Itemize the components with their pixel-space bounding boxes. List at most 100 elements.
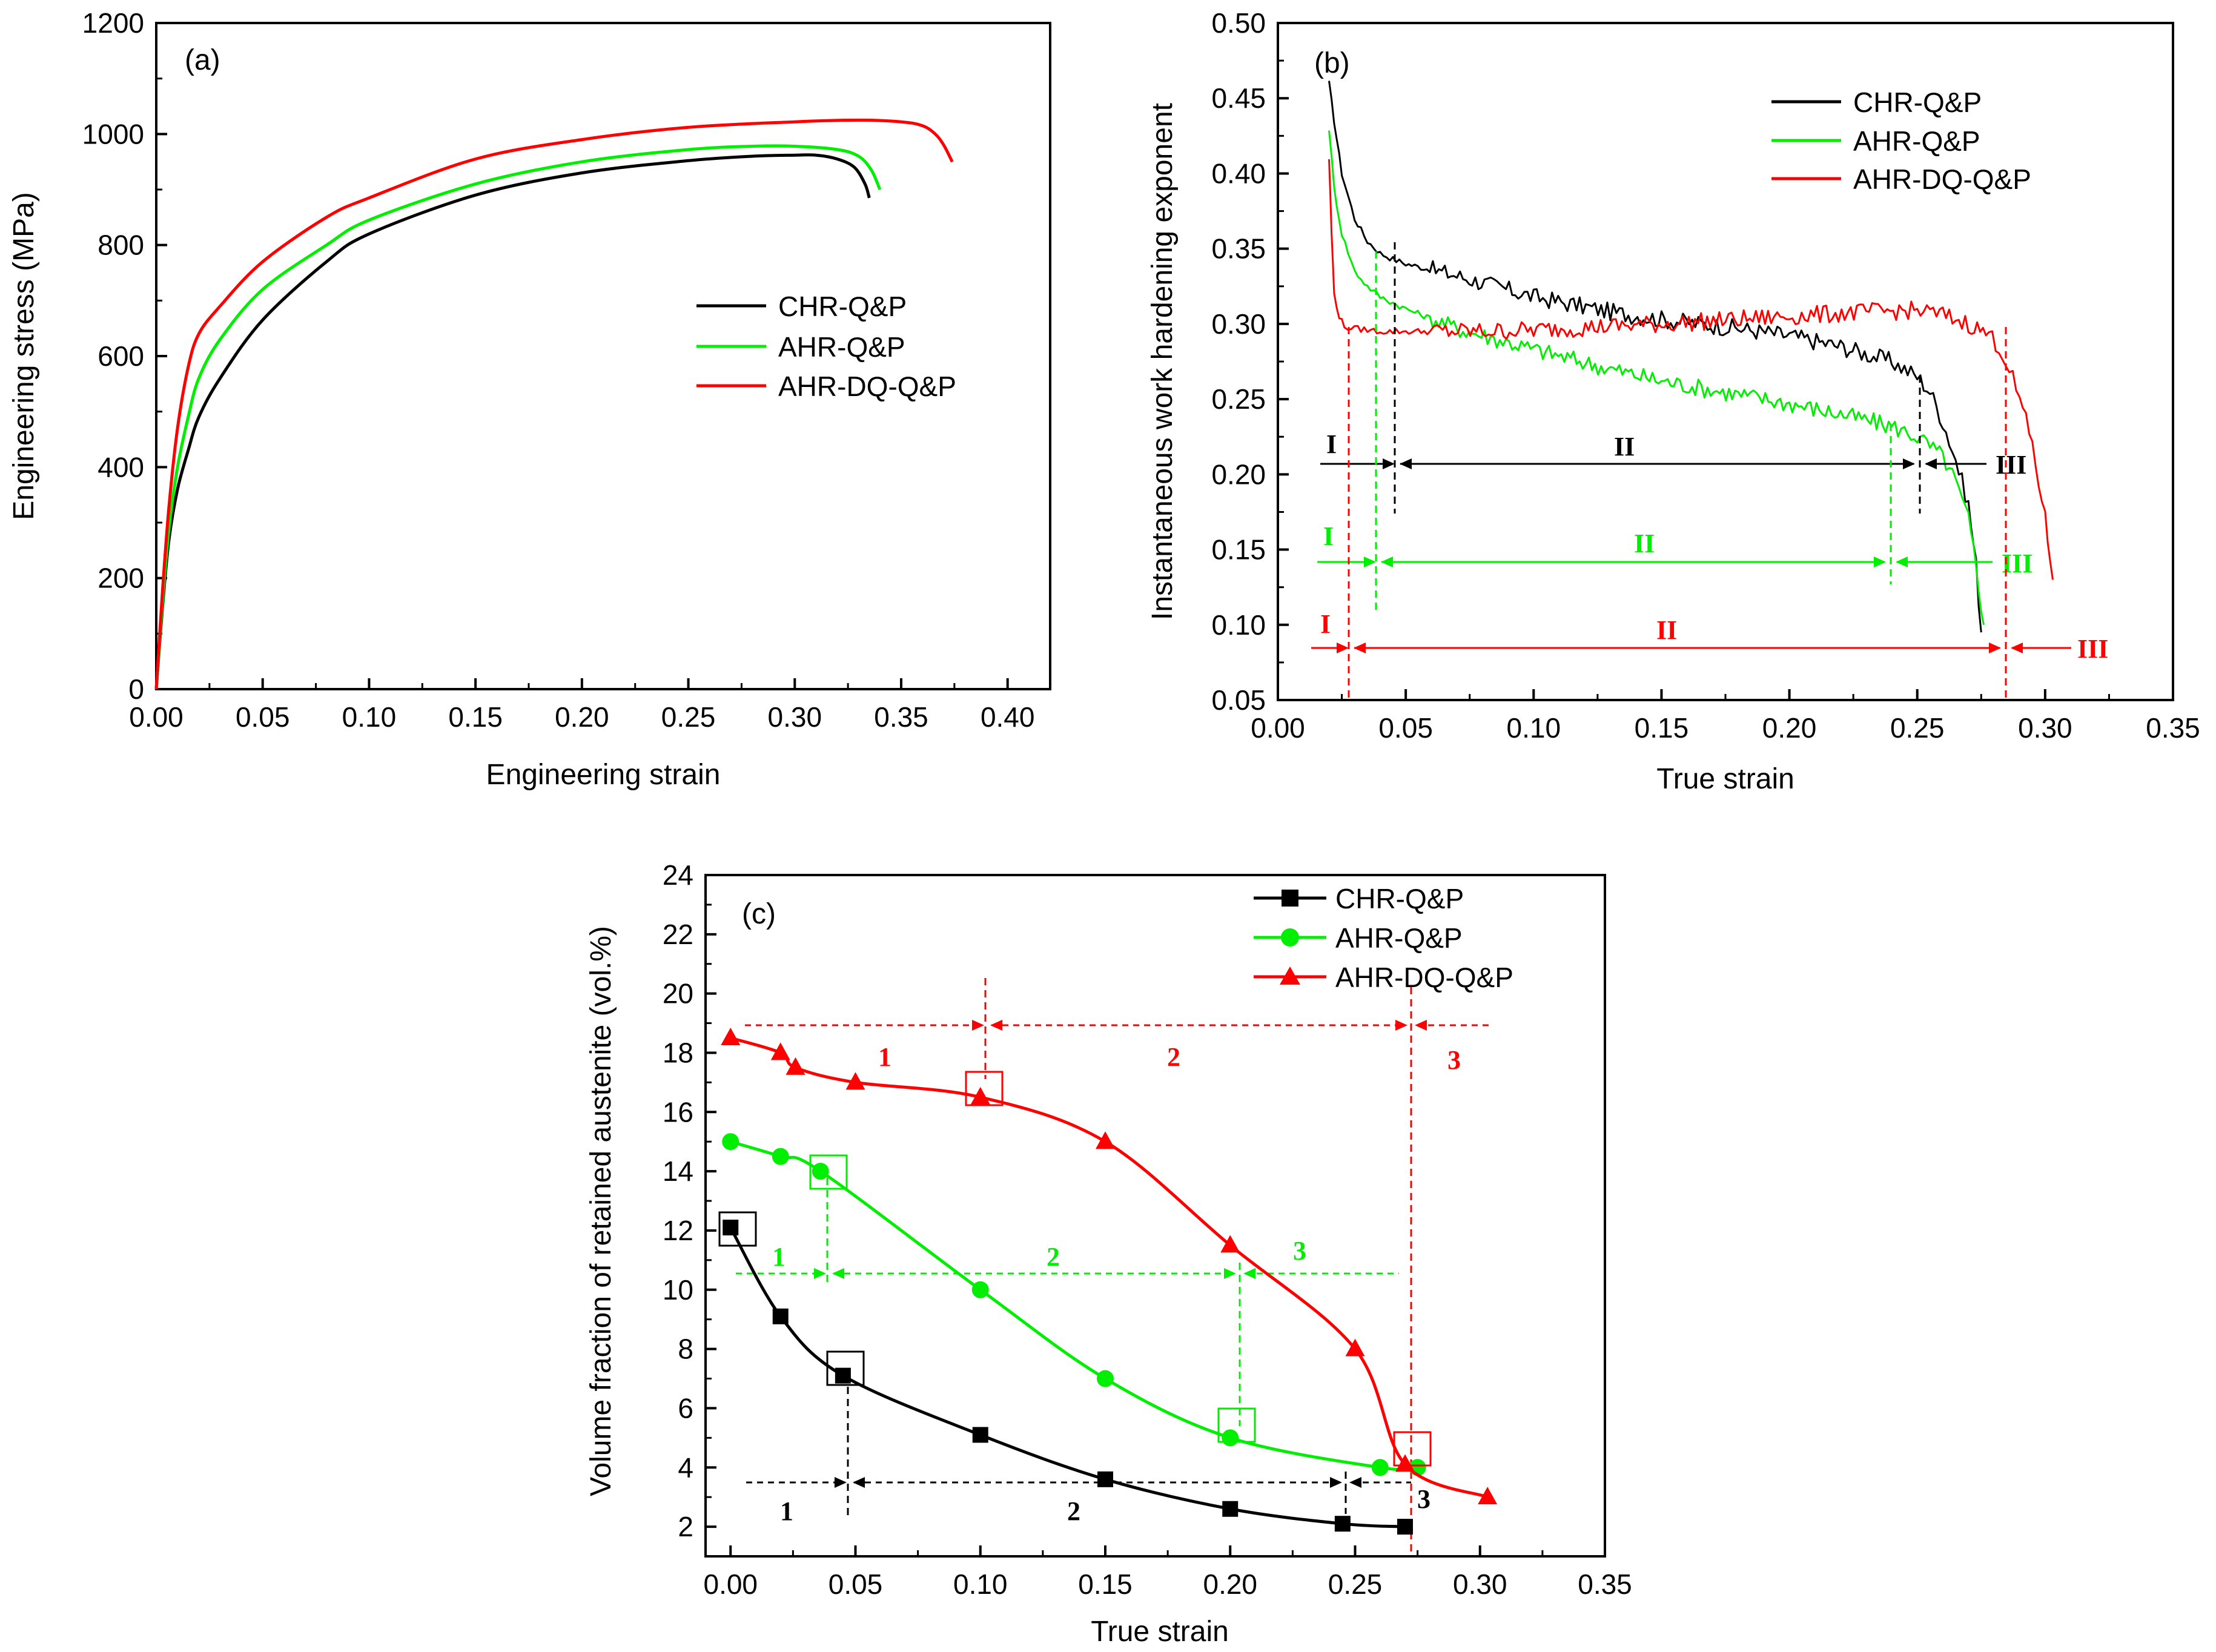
stage-arrowhead <box>990 1020 1002 1031</box>
data-point-circle <box>971 1281 989 1298</box>
data-point-square <box>1222 1501 1239 1517</box>
x-tick-label: 0.05 <box>1378 712 1433 744</box>
y-tick-label: 14 <box>663 1155 693 1187</box>
legend-marker-circle <box>1281 928 1299 947</box>
legend-label-chr: CHR-Q&P <box>778 291 907 322</box>
x-tick-label: 0.10 <box>342 701 397 733</box>
highlight-box-ahrdq <box>965 1071 1004 1106</box>
panel-a: 0.00 0.05 0.10 0.15 0.20 0.25 0.30 0.35 0.40 0 200… <box>8 7 1051 791</box>
stage-arrowhead <box>972 1020 984 1031</box>
legend-label-ahrdq: AHR-DQ-Q&P <box>778 371 956 402</box>
data-point-circle <box>1222 1429 1239 1447</box>
data-point-triangle <box>1220 1235 1240 1253</box>
panel-c-legend: CHR-Q&P AHR-Q&P AHR-DQ-Q&P <box>1254 883 1513 993</box>
stage-label-1: 1 <box>878 1042 891 1072</box>
panel-a-x-axis-label: Engineering strain <box>486 759 721 791</box>
x-tick-label: 0.20 <box>555 701 609 733</box>
data-point-circle <box>772 1148 789 1165</box>
y-tick-label: 0.05 <box>1211 684 1266 716</box>
panel-a-ticks: 0.00 0.05 0.10 0.15 0.20 0.25 0.30 0.35 0.40 0 200… <box>82 7 1035 733</box>
panel-c-label: (c) <box>742 898 776 930</box>
panel-c-plot-frame <box>704 874 1606 1558</box>
series-line-CHR-Q&P <box>729 1226 1406 1528</box>
legend-marker-triangle <box>1280 966 1300 985</box>
panel-c-x-axis-label: True strain <box>1091 1616 1229 1648</box>
x-tick-label: 0.00 <box>1251 712 1305 744</box>
data-point-triangle <box>970 1086 990 1105</box>
y-tick-label: 0.40 <box>1211 157 1266 189</box>
x-tick-label: 0.00 <box>129 701 184 733</box>
y-tick-label: 600 <box>98 340 144 372</box>
stage-annotation-ahrdq <box>745 978 1493 1556</box>
panel-a-legend: CHR-Q&P AHR-Q&P AHR-DQ-Q&P <box>696 291 956 402</box>
x-tick-label: 0.25 <box>1328 1568 1383 1600</box>
stage-arrowhead <box>835 1477 847 1488</box>
stage-arrowhead <box>1925 458 1937 469</box>
stage-label-1: I <box>1323 521 1334 551</box>
legend-label-ahr: AHR-Q&P <box>1335 922 1463 954</box>
data-point-square <box>1397 1519 1413 1535</box>
stage-arrowhead <box>1903 458 1915 469</box>
stage-label-2: II <box>1614 432 1635 461</box>
panel-b-ticks: 0.00 0.05 0.10 0.15 0.20 0.25 0.30 0.350.050.10… <box>1211 7 2200 744</box>
stage-annotation-ahr <box>736 1178 1399 1426</box>
panel-b: 0.00 0.05 0.10 0.15 0.20 0.25 0.30 0.350.050.10… <box>1146 7 2200 795</box>
highlight-box-ahr <box>809 1154 848 1190</box>
panel-b-stage-annotation-ahrdq <box>1311 327 2071 698</box>
x-tick-label: 0.15 <box>1635 712 1689 744</box>
y-tick-label: 1200 <box>82 7 144 39</box>
series-line-AHR-DQ-Q&P <box>730 1036 1489 1499</box>
stage-label-3: 3 <box>1447 1045 1461 1075</box>
series-line-CHR-Q&P <box>154 153 871 690</box>
panel-c-highlight-boxes <box>718 1071 1432 1467</box>
x-tick-label: 0.25 <box>1890 712 1945 744</box>
y-tick-label: 10 <box>663 1274 693 1306</box>
data-point-square <box>835 1367 851 1384</box>
stage-arrowhead <box>2011 643 2023 653</box>
data-point-square <box>723 1220 739 1236</box>
stage-label-3: III <box>2002 549 2032 578</box>
stage-label-2: II <box>1634 529 1655 558</box>
data-point-triangle <box>1345 1338 1365 1356</box>
y-tick-label: 1000 <box>82 118 144 150</box>
stage-label-3: 3 <box>1417 1484 1430 1514</box>
stage-arrowhead <box>1330 1477 1342 1488</box>
y-tick-label: 16 <box>663 1096 693 1128</box>
x-tick-label: 0.30 <box>2018 712 2072 744</box>
y-tick-label: 20 <box>663 978 693 1009</box>
stage-arrowhead <box>1896 557 1908 567</box>
stage-arrowhead <box>1349 1477 1361 1488</box>
x-tick-label: 0.35 <box>874 701 928 733</box>
x-tick-label: 0.30 <box>768 701 822 733</box>
y-tick-label: 0.30 <box>1211 308 1266 340</box>
series-line-AHR-Q&P <box>1328 130 1985 626</box>
x-tick-label: 0.10 <box>1507 712 1561 744</box>
data-point-square <box>1334 1516 1351 1532</box>
y-tick-label: 0.25 <box>1211 383 1266 415</box>
data-point-circle <box>722 1133 739 1151</box>
y-tick-label: 8 <box>678 1333 693 1365</box>
stage-arrowhead <box>1989 643 2001 653</box>
panel-c-ticks: 0.00 0.05 0.10 0.15 0.20 0.25 0.30 0.3524681012… <box>663 859 1632 1600</box>
y-tick-label: 0.10 <box>1211 609 1266 641</box>
y-tick-label: 4 <box>678 1452 693 1483</box>
data-point-circle <box>1097 1370 1114 1387</box>
legend-label-chr: CHR-Q&P <box>1853 87 1982 118</box>
data-point-square <box>972 1427 988 1443</box>
stage-arrowhead <box>1395 1020 1407 1031</box>
data-point-triangle <box>1096 1131 1115 1149</box>
y-tick-label: 0.35 <box>1211 233 1266 265</box>
panel-a-y-axis-label: Engineering stress (MPa) <box>8 192 40 520</box>
y-tick-label: 400 <box>98 451 144 483</box>
stage-label-3: III <box>1996 450 2026 480</box>
data-point-square <box>772 1308 789 1324</box>
series-line-AHR-Q&P <box>730 1140 1418 1472</box>
y-tick-label: 24 <box>663 859 693 891</box>
stage-arrowhead <box>1383 458 1395 469</box>
highlight-box-chr <box>826 1350 865 1386</box>
stage-label-2: II <box>1656 615 1677 645</box>
panel-b-series <box>1328 81 2054 633</box>
stage-arrowhead <box>1243 1268 1255 1279</box>
y-tick-label: 22 <box>663 919 693 950</box>
